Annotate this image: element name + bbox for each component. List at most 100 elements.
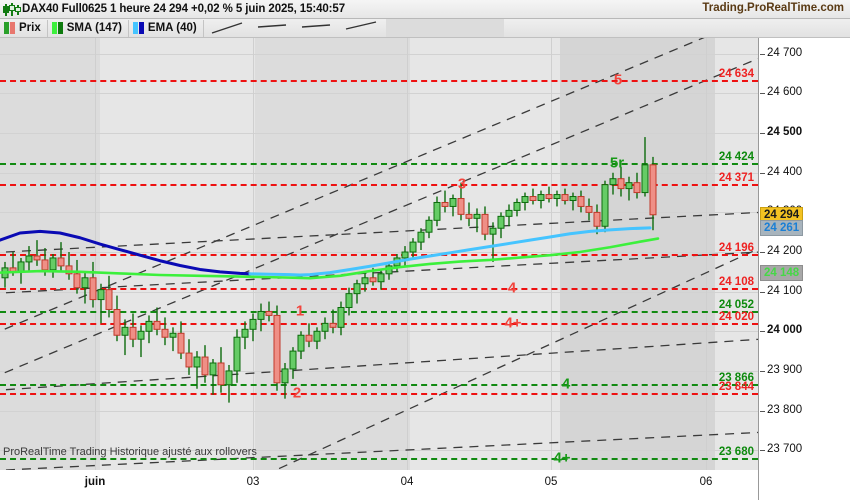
legend-bar: Prix SMA (147) EMA (40) bbox=[0, 18, 850, 38]
gridline-horizontal bbox=[0, 331, 758, 333]
level-marker-1: 1 bbox=[295, 302, 305, 320]
candle-body bbox=[49, 257, 57, 271]
level-price-label-24424: 24 424 bbox=[718, 151, 754, 164]
x-axis-tick: juin bbox=[84, 476, 106, 488]
y-axis-tick: 24 200 bbox=[759, 245, 802, 257]
candlestick-icon bbox=[0, 0, 22, 19]
candle-body bbox=[273, 314, 281, 384]
candle-body bbox=[513, 201, 521, 211]
x-axis-tick: 04 bbox=[400, 476, 414, 488]
price-level-line-24108[interactable] bbox=[0, 288, 758, 291]
y-axis-tick: 23 700 bbox=[759, 443, 802, 455]
page-title: DAX40 Full0625 1 heure 24 294 +0,02 % 5 … bbox=[22, 3, 346, 15]
candle-body bbox=[593, 211, 601, 227]
candle-body bbox=[345, 293, 353, 309]
candle-body bbox=[265, 310, 273, 316]
candle-body bbox=[193, 356, 201, 368]
legend-trendline-thumbnails bbox=[204, 18, 850, 38]
candle-body bbox=[209, 362, 217, 376]
candle-body bbox=[321, 322, 329, 332]
legend-item-sma[interactable]: SMA (147) bbox=[48, 19, 129, 37]
ema-price-tag[interactable]: 24 261 bbox=[760, 219, 804, 236]
price-level-line-24020[interactable] bbox=[0, 323, 758, 326]
candle-body bbox=[481, 213, 489, 235]
level-price-label-24052: 24 052 bbox=[718, 298, 754, 311]
candle-body bbox=[361, 277, 369, 285]
trend-line-flat-lower bbox=[0, 338, 758, 391]
candle-body bbox=[169, 332, 177, 338]
trend-line-flat-mid bbox=[0, 251, 758, 294]
candle-body bbox=[337, 307, 345, 328]
level-price-label-23866: 23 866 bbox=[718, 372, 754, 385]
level-price-label-23680: 23 680 bbox=[718, 446, 754, 459]
candle-body bbox=[537, 194, 545, 201]
candle-body bbox=[417, 231, 425, 243]
ema-40-line-dark bbox=[0, 229, 252, 276]
candle-body bbox=[617, 178, 625, 190]
level-price-label-24108: 24 108 bbox=[718, 276, 754, 289]
brand-label: Trading.ProRealTime.com bbox=[702, 2, 844, 14]
x-axis[interactable]: juin 03 04 05 06 bbox=[0, 470, 758, 500]
candle-body bbox=[305, 334, 313, 342]
chart-plot-area[interactable]: 5 5r 3 4 1 4+ 4 2 4+ ProRealTime Trading Histori… bbox=[0, 38, 758, 470]
candle-body bbox=[545, 194, 553, 200]
candle-body bbox=[89, 277, 97, 301]
candle-body bbox=[129, 326, 137, 340]
last-price-tag[interactable]: 24 294 bbox=[760, 206, 804, 223]
price-level-line-24196[interactable] bbox=[0, 253, 758, 256]
candle-body bbox=[601, 184, 609, 227]
candle-body bbox=[297, 334, 305, 352]
candle-body bbox=[433, 201, 441, 221]
trend-line-flat-upper bbox=[0, 211, 758, 253]
candle-body bbox=[73, 273, 81, 289]
level-price-label-24020: 24 020 bbox=[718, 311, 754, 324]
candle-body bbox=[465, 213, 473, 219]
price-level-line-23844[interactable] bbox=[0, 393, 758, 396]
level-price-label-23844: 23 844 bbox=[718, 381, 754, 394]
gridline-horizontal bbox=[0, 93, 758, 95]
candle-body bbox=[529, 196, 537, 201]
title-bar: DAX40 Full0625 1 heure 24 294 +0,02 % 5 … bbox=[0, 0, 850, 19]
legend-label-prix: Prix bbox=[19, 22, 41, 34]
candle-body bbox=[25, 255, 33, 263]
watermark-label: ProRealTime Trading Historique ajusté au… bbox=[3, 446, 257, 458]
candle-body bbox=[65, 265, 73, 275]
gridline-horizontal bbox=[0, 410, 758, 412]
candle-body bbox=[121, 326, 129, 336]
candle-body bbox=[81, 277, 89, 289]
moving-average-series bbox=[0, 226, 660, 280]
candle-body bbox=[241, 328, 249, 338]
sma-price-tag[interactable]: 24 148 bbox=[760, 264, 804, 281]
candle-body bbox=[249, 318, 257, 330]
legend-item-prix[interactable]: Prix bbox=[0, 19, 48, 37]
y-axis-tick: 24 100 bbox=[759, 285, 802, 297]
candle-body bbox=[609, 178, 617, 186]
level-marker-4: 4 bbox=[507, 279, 517, 297]
y-axis-tick: 24 400 bbox=[759, 166, 802, 178]
price-level-line-24634[interactable] bbox=[0, 80, 758, 82]
price-level-line-23866[interactable] bbox=[0, 384, 758, 387]
trend-line-mid-channel bbox=[0, 57, 758, 376]
price-level-line-24052[interactable] bbox=[0, 310, 758, 313]
level-marker-3: 3 bbox=[457, 175, 467, 193]
candle-body bbox=[449, 198, 457, 207]
candle-body bbox=[225, 370, 233, 386]
candle-body bbox=[473, 213, 481, 219]
price-level-line-24424[interactable] bbox=[0, 163, 758, 166]
y-axis-tick: 24 600 bbox=[759, 86, 802, 98]
price-level-line-23680[interactable] bbox=[0, 458, 758, 461]
price-level-line-24371[interactable] bbox=[0, 184, 758, 187]
gridline-horizontal bbox=[0, 252, 758, 254]
candle-body bbox=[401, 251, 409, 259]
gridline-horizontal bbox=[0, 450, 758, 452]
candle-body bbox=[313, 330, 321, 342]
gridline-horizontal bbox=[0, 370, 758, 372]
gridline-horizontal bbox=[0, 133, 758, 135]
level-price-label-24196: 24 196 bbox=[718, 241, 754, 254]
candle-body bbox=[137, 330, 145, 340]
legend-item-ema[interactable]: EMA (40) bbox=[129, 19, 204, 37]
candle-body bbox=[625, 182, 633, 190]
y-axis-tick: 23 900 bbox=[759, 364, 802, 376]
candle-body bbox=[553, 194, 561, 200]
